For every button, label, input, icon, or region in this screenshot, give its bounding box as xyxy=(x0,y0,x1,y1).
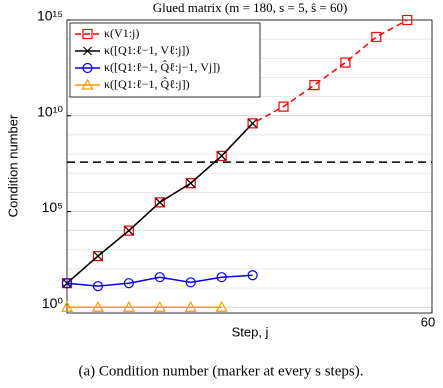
marker xyxy=(92,250,104,262)
marker xyxy=(60,301,74,312)
marker xyxy=(61,278,73,289)
marker xyxy=(153,301,166,312)
y-axis-label: Condition number xyxy=(5,114,20,217)
series-line xyxy=(66,274,253,287)
marker xyxy=(215,301,228,312)
legend-label: κ([Q1:ℓ−1, Q̂ℓ:j−1, Vj]) xyxy=(104,59,220,73)
marker xyxy=(122,301,135,312)
legend-box xyxy=(69,22,261,98)
marker xyxy=(278,101,289,112)
caption: (a) Condition number (marker at every s … xyxy=(79,363,364,379)
marker xyxy=(92,281,104,292)
marker xyxy=(371,31,382,43)
marker xyxy=(82,62,93,74)
marker xyxy=(248,118,258,128)
marker xyxy=(186,178,196,188)
marker xyxy=(309,79,320,91)
y-tick-label: 10⁵ xyxy=(42,199,63,215)
marker xyxy=(123,225,134,236)
chart-title: Glued matrix (m = 180, s = 5, ŝ = 60) xyxy=(153,0,348,15)
y-tick-label: 10¹⁵ xyxy=(37,8,63,24)
legend-label: κ([Q1:ℓ−1, Vℓ:j]) xyxy=(104,43,189,57)
marker xyxy=(82,28,93,40)
marker xyxy=(217,151,227,161)
marker xyxy=(185,178,196,189)
x-tick-label: 60 xyxy=(421,314,435,329)
marker xyxy=(184,301,197,312)
marker xyxy=(216,272,227,283)
marker xyxy=(155,197,165,207)
legend-label: κ(V1:j) xyxy=(104,26,139,40)
marker xyxy=(81,78,94,90)
marker xyxy=(124,226,134,236)
legend-label: κ([Q1:ℓ−1, Q̂ℓ:j]) xyxy=(104,76,190,90)
marker xyxy=(154,197,165,208)
y-tick-label: 10¹⁰ xyxy=(37,103,63,119)
marker xyxy=(62,278,72,288)
y-tick-label: 10⁰ xyxy=(42,295,64,311)
marker xyxy=(216,150,227,161)
marker xyxy=(91,301,104,312)
marker xyxy=(247,270,258,281)
marker xyxy=(402,14,413,26)
marker xyxy=(340,57,351,68)
marker xyxy=(93,251,103,261)
marker xyxy=(247,118,258,129)
x-axis-label: Step, j xyxy=(232,324,269,339)
marker xyxy=(123,278,134,289)
marker xyxy=(185,277,196,288)
plot-frame xyxy=(66,19,433,314)
marker xyxy=(83,46,92,56)
marker xyxy=(154,272,165,283)
